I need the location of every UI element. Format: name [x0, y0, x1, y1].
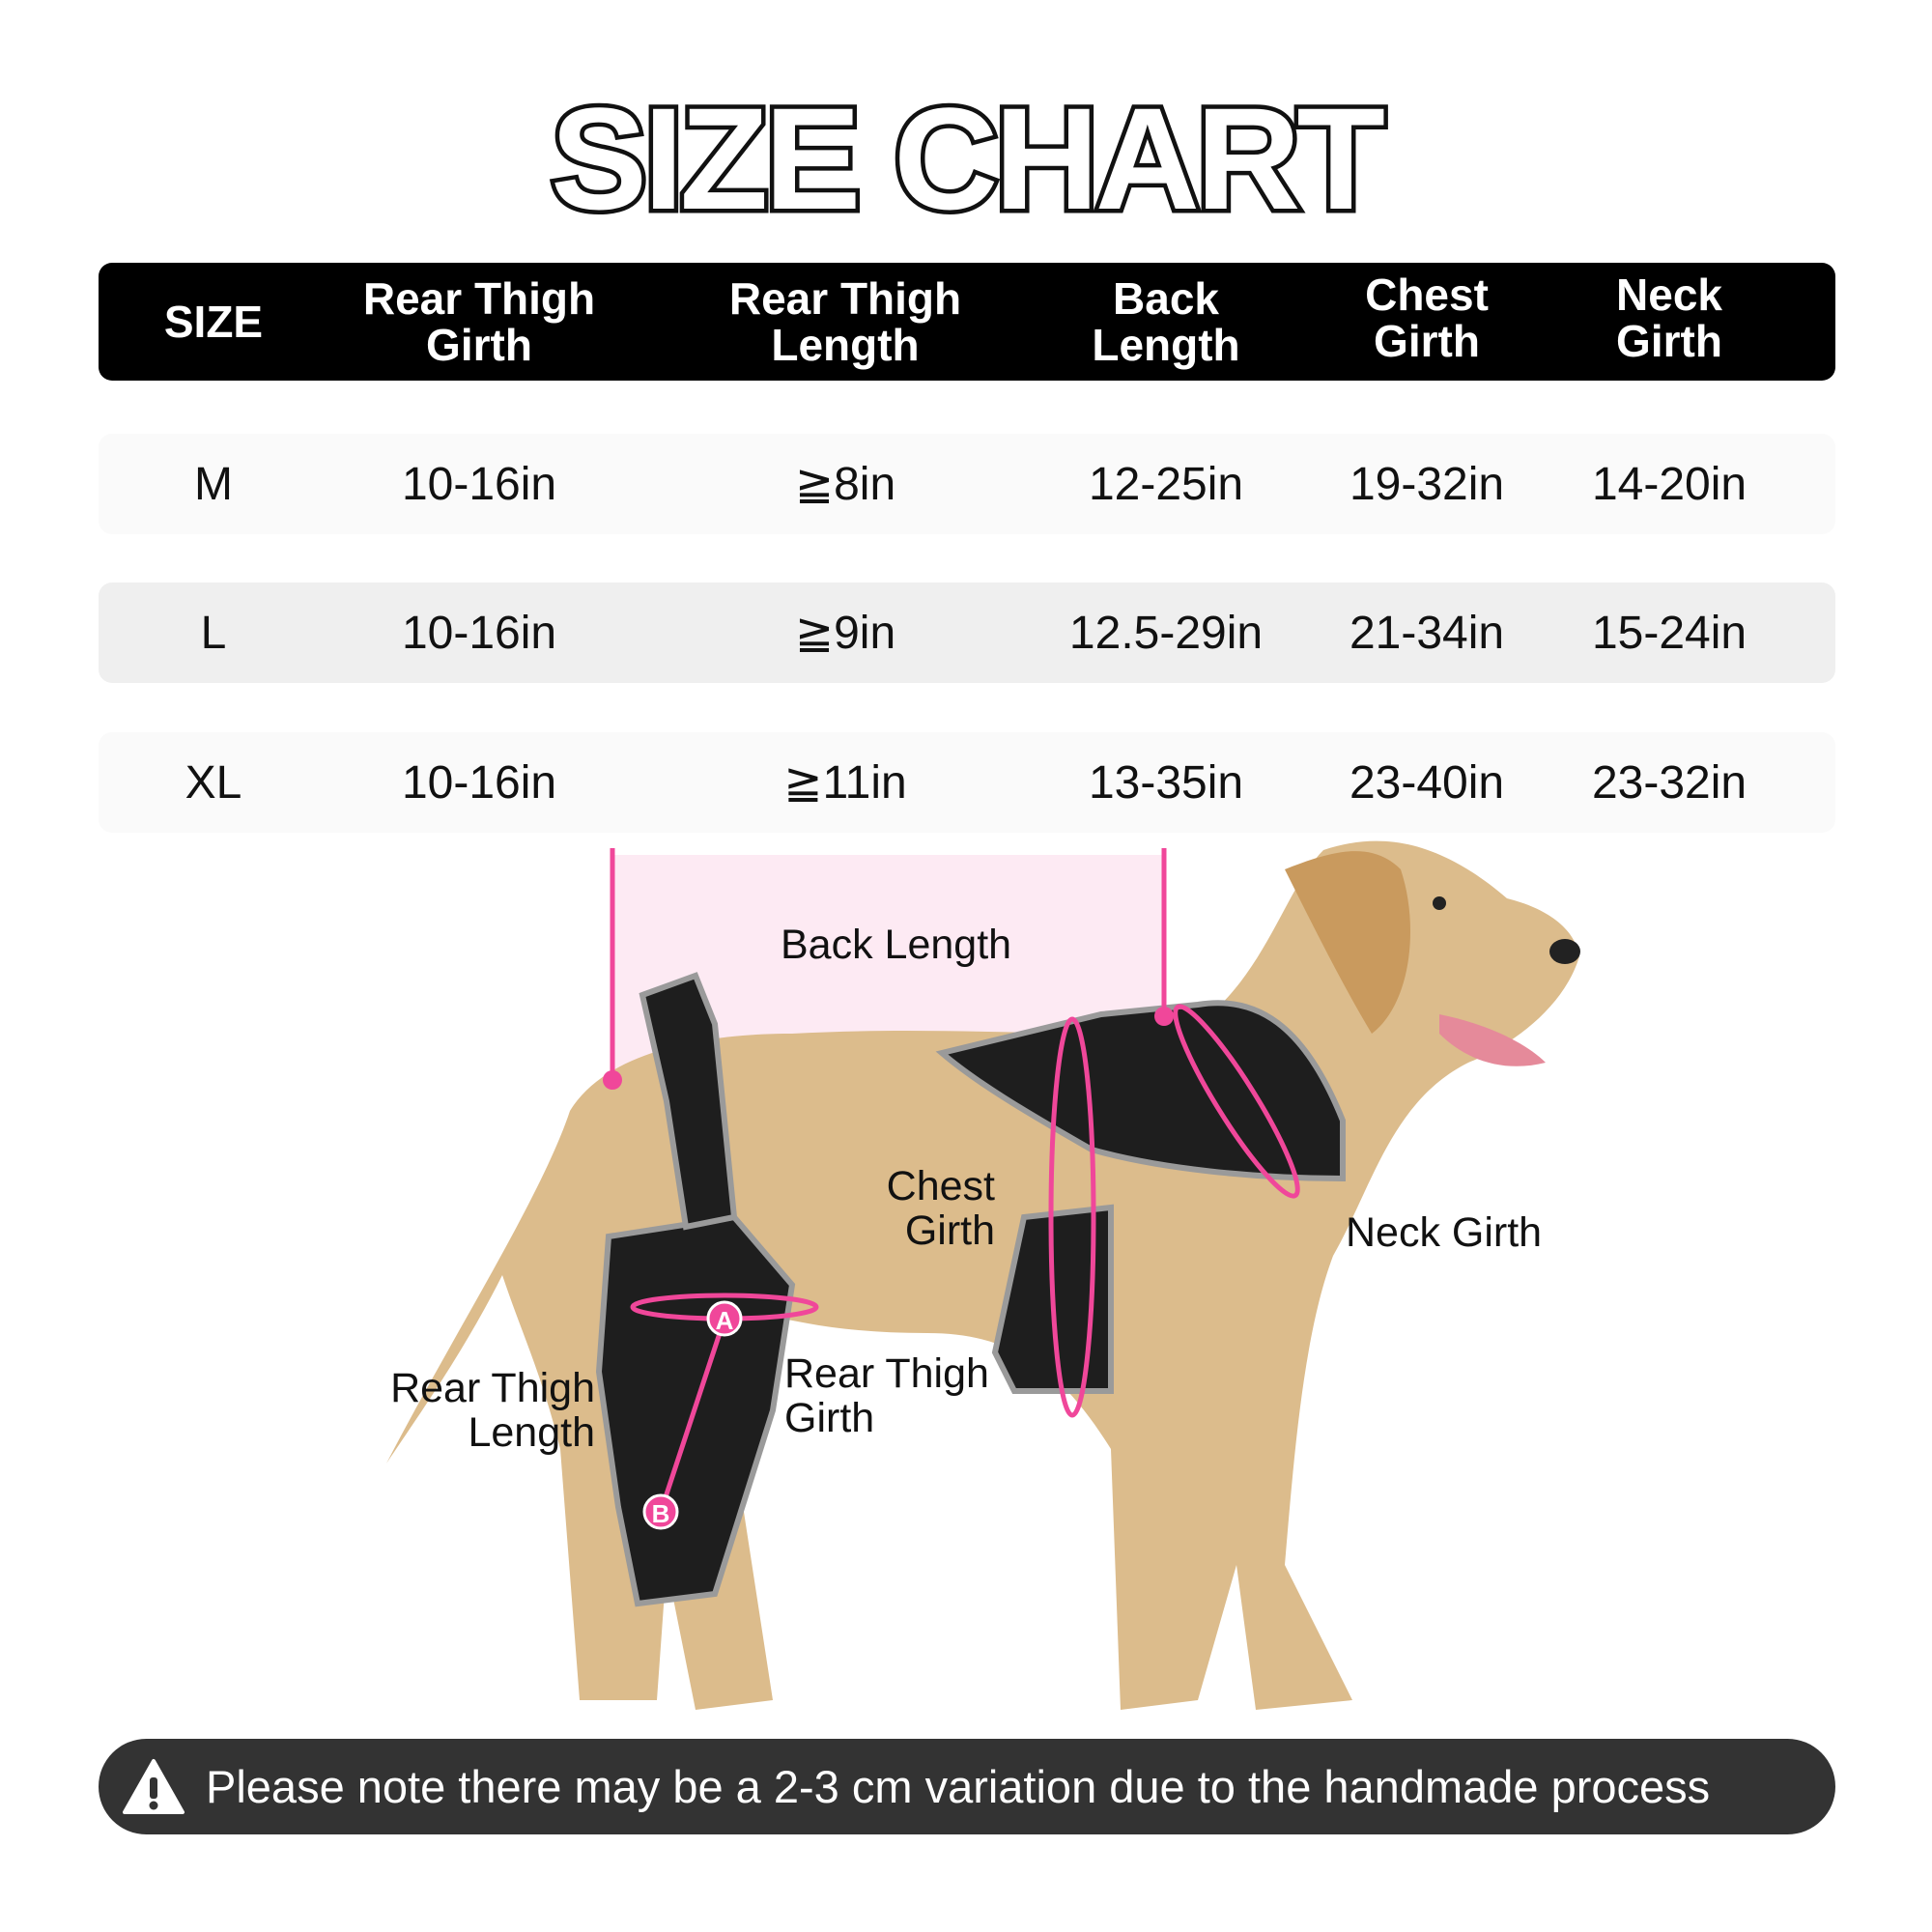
chest-girth-loop — [1048, 1016, 1096, 1418]
cell-size: M — [194, 458, 233, 510]
cell-size: L — [200, 607, 227, 659]
cell: 10-16in — [401, 458, 557, 510]
table-row: L 10-16in ≧9in 12.5-29in 21-34in 15-24in — [99, 582, 1835, 683]
cell: 12.5-29in — [1068, 607, 1264, 659]
cell: 23-32in — [1591, 756, 1747, 809]
cell: 10-16in — [401, 607, 557, 659]
measurement-lines — [610, 848, 1300, 1513]
label-back-length: Back Length — [781, 922, 1012, 968]
cell: 23-40in — [1349, 756, 1505, 809]
cell: ≧9in — [794, 608, 896, 659]
marker-a — [706, 1300, 743, 1337]
warning-icon — [123, 1759, 185, 1814]
cell: 12-25in — [1088, 458, 1244, 510]
header-size: SIZE — [163, 297, 264, 347]
marker-b — [642, 1493, 679, 1530]
label-rear-thigh-length: Rear Thigh Length — [390, 1365, 595, 1456]
cell: ≧11in — [783, 757, 907, 809]
cell: 19-32in — [1349, 458, 1505, 510]
table-row: XL 10-16in ≧11in 13-35in 23-40in 23-32in — [99, 732, 1835, 833]
table-header: SIZE Rear Thigh Girth Rear Thigh Length … — [99, 263, 1835, 381]
neck-girth-loop — [1173, 1004, 1300, 1199]
rear-thigh-length-line — [658, 1318, 727, 1513]
header-neck-girth: Neck Girth — [1616, 270, 1722, 366]
header-rear-thigh-girth: Rear Thigh Girth — [362, 273, 596, 370]
cell: 15-24in — [1591, 607, 1747, 659]
label-rear-thigh-girth: Rear Thigh Girth — [784, 1350, 989, 1441]
header-chest-girth: Chest Girth — [1365, 270, 1489, 366]
cell: ≧8in — [794, 459, 896, 510]
back-length-end-dot — [1154, 1007, 1174, 1026]
header-back-length: Back Length — [1092, 273, 1240, 370]
marker-a-label: A — [716, 1306, 734, 1335]
marker-b-label: B — [652, 1499, 670, 1528]
header-rear-thigh-length: Rear Thigh Length — [728, 273, 962, 370]
variation-note: Please note there may be a 2-3 cm variat… — [99, 1739, 1835, 1834]
cell: 14-20in — [1591, 458, 1747, 510]
note-text: Please note there may be a 2-3 cm variat… — [206, 1761, 1711, 1812]
label-chest-girth: Chest Girth — [886, 1163, 995, 1254]
back-length-start-dot — [603, 1070, 622, 1090]
cell: 13-35in — [1088, 756, 1244, 809]
label-neck-girth: Neck Girth — [1346, 1209, 1543, 1256]
cell: 10-16in — [401, 756, 557, 809]
table-row: M 10-16in ≧8in 12-25in 19-32in 14-20in — [99, 434, 1835, 534]
cell-size: XL — [185, 756, 242, 809]
cell: 21-34in — [1349, 607, 1505, 659]
page-title: SIZE CHART — [547, 73, 1390, 244]
